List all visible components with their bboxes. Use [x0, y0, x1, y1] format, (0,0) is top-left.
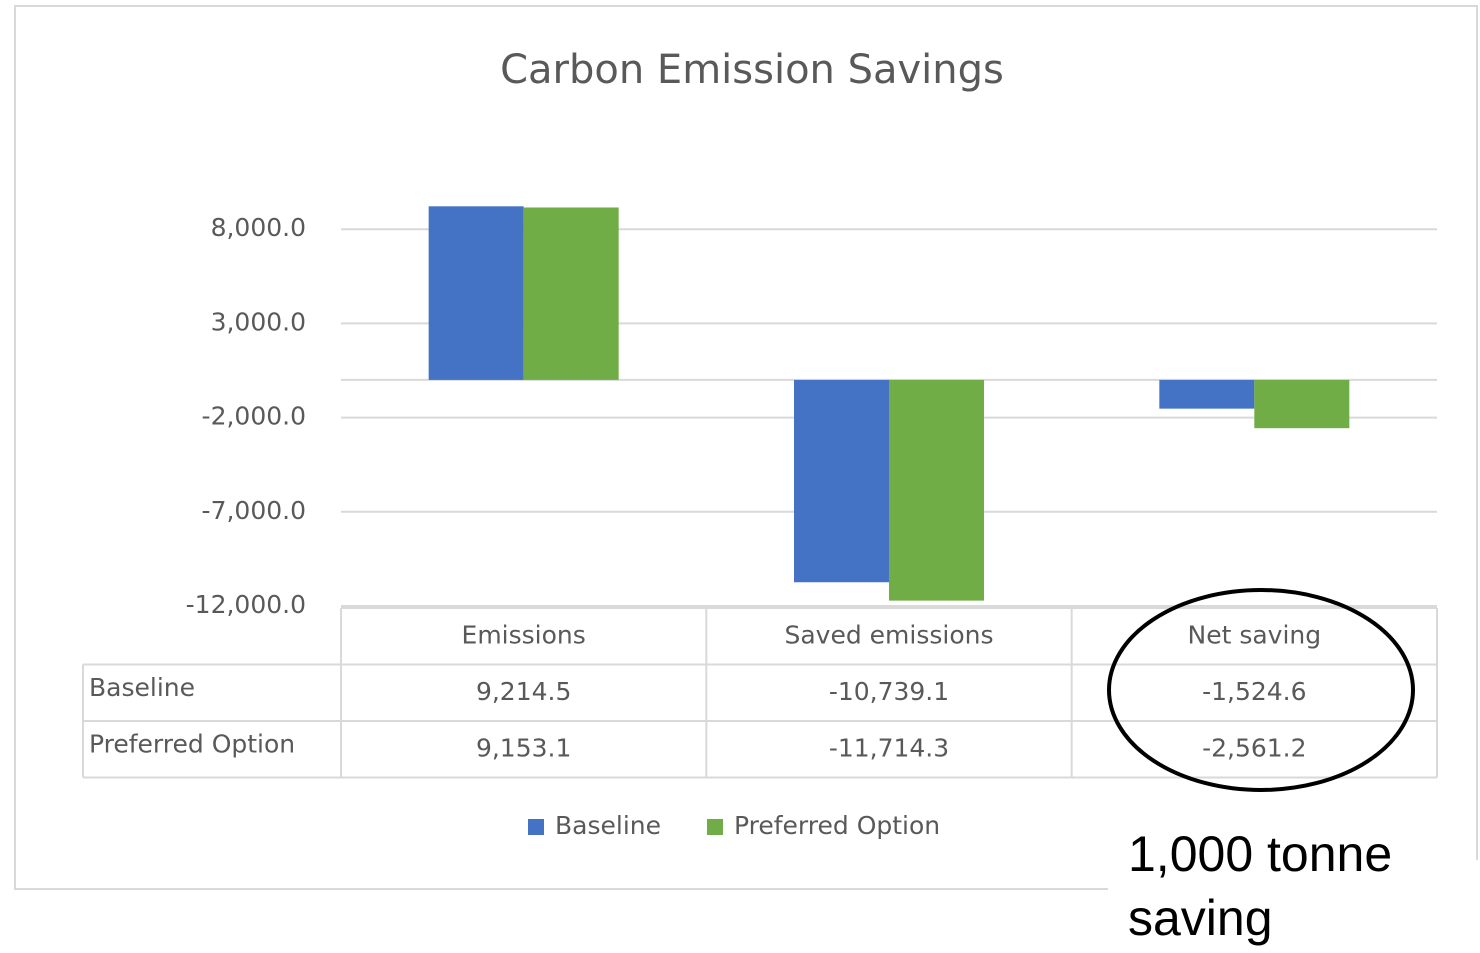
- table-value: 9,214.5: [476, 677, 571, 706]
- table-row-label: Preferred Option: [89, 729, 295, 758]
- legend-label: Baseline: [555, 811, 661, 840]
- bar: [523, 207, 619, 380]
- bar: [428, 206, 524, 380]
- y-tick-label: -7,000.0: [202, 496, 306, 525]
- y-tick-label: 3,000.0: [211, 307, 306, 336]
- bar: [1159, 379, 1255, 409]
- y-tick-label: -12,000.0: [186, 590, 306, 619]
- table-value: 9,153.1: [476, 733, 571, 762]
- table-header: Net saving: [1188, 620, 1322, 649]
- table-value: -11,714.3: [829, 733, 949, 762]
- y-tick-label: 8,000.0: [211, 213, 306, 242]
- table-value: -2,561.2: [1202, 733, 1306, 762]
- legend-label: Preferred Option: [734, 811, 940, 840]
- bar: [1254, 379, 1350, 429]
- chart-border: [14, 5, 1478, 890]
- y-tick-label: -2,000.0: [202, 402, 306, 431]
- table-row-label: Baseline: [89, 673, 195, 702]
- table-value: -10,739.1: [829, 677, 949, 706]
- bar: [794, 379, 889, 583]
- chart-title: Carbon Emission Savings: [500, 47, 1004, 93]
- table-value: -1,524.6: [1202, 677, 1306, 706]
- annotation-backdrop: [1108, 860, 1480, 953]
- bar: [889, 379, 984, 601]
- annotation: 1,000 tonne saving: [1128, 826, 1393, 946]
- annotation-ellipse: [1107, 588, 1415, 792]
- table-header: Saved emissions: [784, 620, 993, 649]
- table-header: Emissions: [462, 620, 586, 649]
- legend-swatch: [528, 819, 544, 835]
- legend-swatch: [707, 819, 723, 835]
